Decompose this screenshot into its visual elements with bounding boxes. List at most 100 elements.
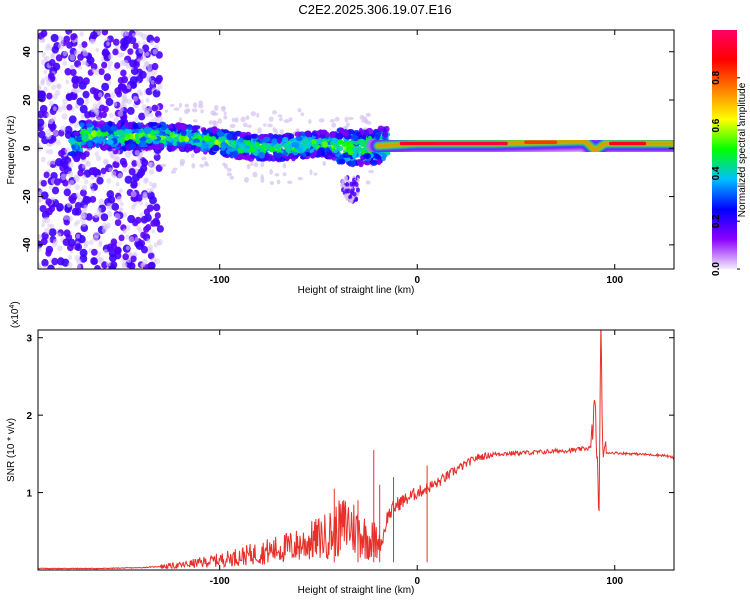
- spectrogram-noise-point: [120, 52, 125, 58]
- spectrogram-noise-point: [107, 195, 116, 204]
- snr-x-ticks: -100 0 100: [210, 330, 624, 587]
- spectrogram-noise-point: [44, 55, 50, 62]
- spectrogram-noise-point: [125, 225, 131, 231]
- spectrogram-noise-point: [300, 112, 305, 117]
- spectrogram-ridge-point: [118, 133, 126, 139]
- spectrogram-noise-point: [81, 60, 86, 66]
- spectrogram-ridge-point: [127, 139, 134, 144]
- spectrogram-noise-point: [132, 95, 139, 102]
- spectrogram-noise-point: [75, 104, 80, 110]
- spectrogram-noise-point: [334, 116, 340, 122]
- spectrogram-noise-point: [81, 221, 87, 227]
- spectrogram-ridge-point: [310, 153, 315, 159]
- spectrogram-noise-point: [329, 118, 335, 123]
- y-tick-label: 1: [26, 489, 32, 500]
- spectrogram-ridge-point: [245, 140, 250, 146]
- snr-y-ticks: 1 2 3: [26, 334, 674, 500]
- spectrogram-noise-point: [136, 181, 141, 187]
- spectrogram-noise-point: [269, 181, 275, 186]
- spectrogram-ridge-point: [349, 181, 354, 187]
- spectrogram-ridge-point: [193, 132, 199, 138]
- spectrogram-ridge-point: [125, 128, 134, 134]
- spectrogram-noise-point: [86, 56, 95, 65]
- spectrogram-noise-point: [94, 151, 99, 157]
- spectrogram-ridge-point: [276, 136, 282, 144]
- snr-y-label: SNR (10 * v/v): [6, 418, 17, 482]
- snr-multiplier-base: (x10: [10, 308, 21, 328]
- spectrogram-noise-point: [82, 90, 90, 99]
- spectrogram-noise-point: [69, 91, 77, 100]
- spectrogram-noise-point: [62, 98, 68, 105]
- spectrogram-ridge-point: [342, 130, 350, 137]
- spectrogram-noise-point: [140, 231, 147, 239]
- spectrogram-noise-point: [153, 36, 160, 43]
- spectrogram-noise-point: [204, 161, 209, 166]
- spectrogram-ridge-point: [178, 142, 187, 147]
- spectrogram-noise-point: [134, 216, 142, 224]
- spectrogram-ridge-point: [95, 143, 100, 149]
- spectrogram-ridge-point: [243, 147, 250, 153]
- spectrogram-noise-point: [125, 245, 130, 251]
- spectrogram-noise-point: [52, 129, 59, 137]
- spectrogram-noise-point: [41, 222, 46, 228]
- spectrogram-ridge-point: [73, 131, 80, 136]
- spectrogram-ridge-point: [123, 121, 129, 128]
- spectrogram-ridge-point: [231, 143, 237, 149]
- spectrogram-noise-point: [41, 37, 46, 43]
- spectrogram-ridge-point: [338, 158, 346, 165]
- spectrogram-noise-point: [47, 264, 55, 269]
- spectrogram-ridge-point: [91, 129, 97, 137]
- spectrogram-noise-point: [118, 234, 125, 242]
- spectrogram-noise-point: [100, 213, 109, 222]
- spectrogram-ridge-point: [271, 138, 278, 145]
- spectrogram-noise-point: [76, 258, 82, 265]
- spectrogram-noise-point: [368, 169, 375, 174]
- spectrogram-noise-point: [39, 204, 47, 213]
- spectrogram-noise-point: [268, 116, 274, 122]
- spectrogram-ridge-point: [97, 137, 103, 144]
- spectrogram-noise-point: [274, 129, 278, 136]
- spectrogram-noise-point: [63, 229, 71, 237]
- spectrogram-noise-point: [140, 215, 149, 224]
- spectrogram-noise-point: [73, 221, 78, 227]
- spectrogram-noise-point: [44, 45, 51, 52]
- spectrogram-noise-point: [246, 163, 251, 170]
- snr-frame: [37, 329, 675, 571]
- colorbar-tick-label: 0.6: [711, 118, 722, 132]
- spectrogram-noise-point: [287, 180, 293, 184]
- spectrogram-noise-point: [51, 159, 57, 165]
- spectrogram-noise-point: [61, 113, 68, 120]
- y-tick-label: -40: [22, 237, 33, 252]
- spectrogram-noise-point: [43, 171, 50, 179]
- spectrogram-noise-point: [132, 33, 136, 38]
- snr-multiplier: (x104): [9, 301, 21, 328]
- spectrogram-ridge-point: [102, 124, 111, 131]
- spectrogram-noise-point: [100, 167, 107, 175]
- spectrogram-noise-point: [130, 180, 138, 188]
- spectrogram-ridge-point: [355, 131, 362, 137]
- spectrogram-noise-point: [143, 208, 151, 216]
- spectrogram-ridge-point: [359, 138, 366, 145]
- spectrogram-noise-point: [179, 161, 184, 167]
- spectrogram-noise-point: [103, 248, 108, 254]
- spectrogram-noise-point: [114, 213, 121, 220]
- spectrogram-noise-point: [67, 170, 74, 178]
- spectrogram-ridge-point: [376, 159, 382, 166]
- spectrogram-noise-point: [72, 88, 78, 94]
- spectrogram-noise-point: [124, 175, 133, 184]
- spectrogram-ridge-point: [380, 155, 386, 162]
- spectrogram-ridge-point: [325, 147, 330, 152]
- spectrogram-noise-point: [134, 236, 139, 242]
- spectrogram-ridge-point: [363, 129, 369, 136]
- spectrogram-noise-point: [77, 65, 83, 71]
- spectrogram-noise-point: [51, 84, 57, 91]
- spectrogram-noise-point: [313, 172, 318, 176]
- spectrogram-noise-point: [92, 235, 99, 242]
- spectrogram-noise-point: [114, 156, 121, 163]
- spectrogram-noise-point: [76, 264, 82, 269]
- spectrogram-ridge-point: [343, 175, 348, 181]
- spectrogram-noise-point: [243, 176, 249, 183]
- spectrogram-ridge-point: [354, 196, 359, 202]
- spectrogram-ridge-point: [116, 122, 122, 127]
- spectrogram-noise-point: [79, 31, 84, 37]
